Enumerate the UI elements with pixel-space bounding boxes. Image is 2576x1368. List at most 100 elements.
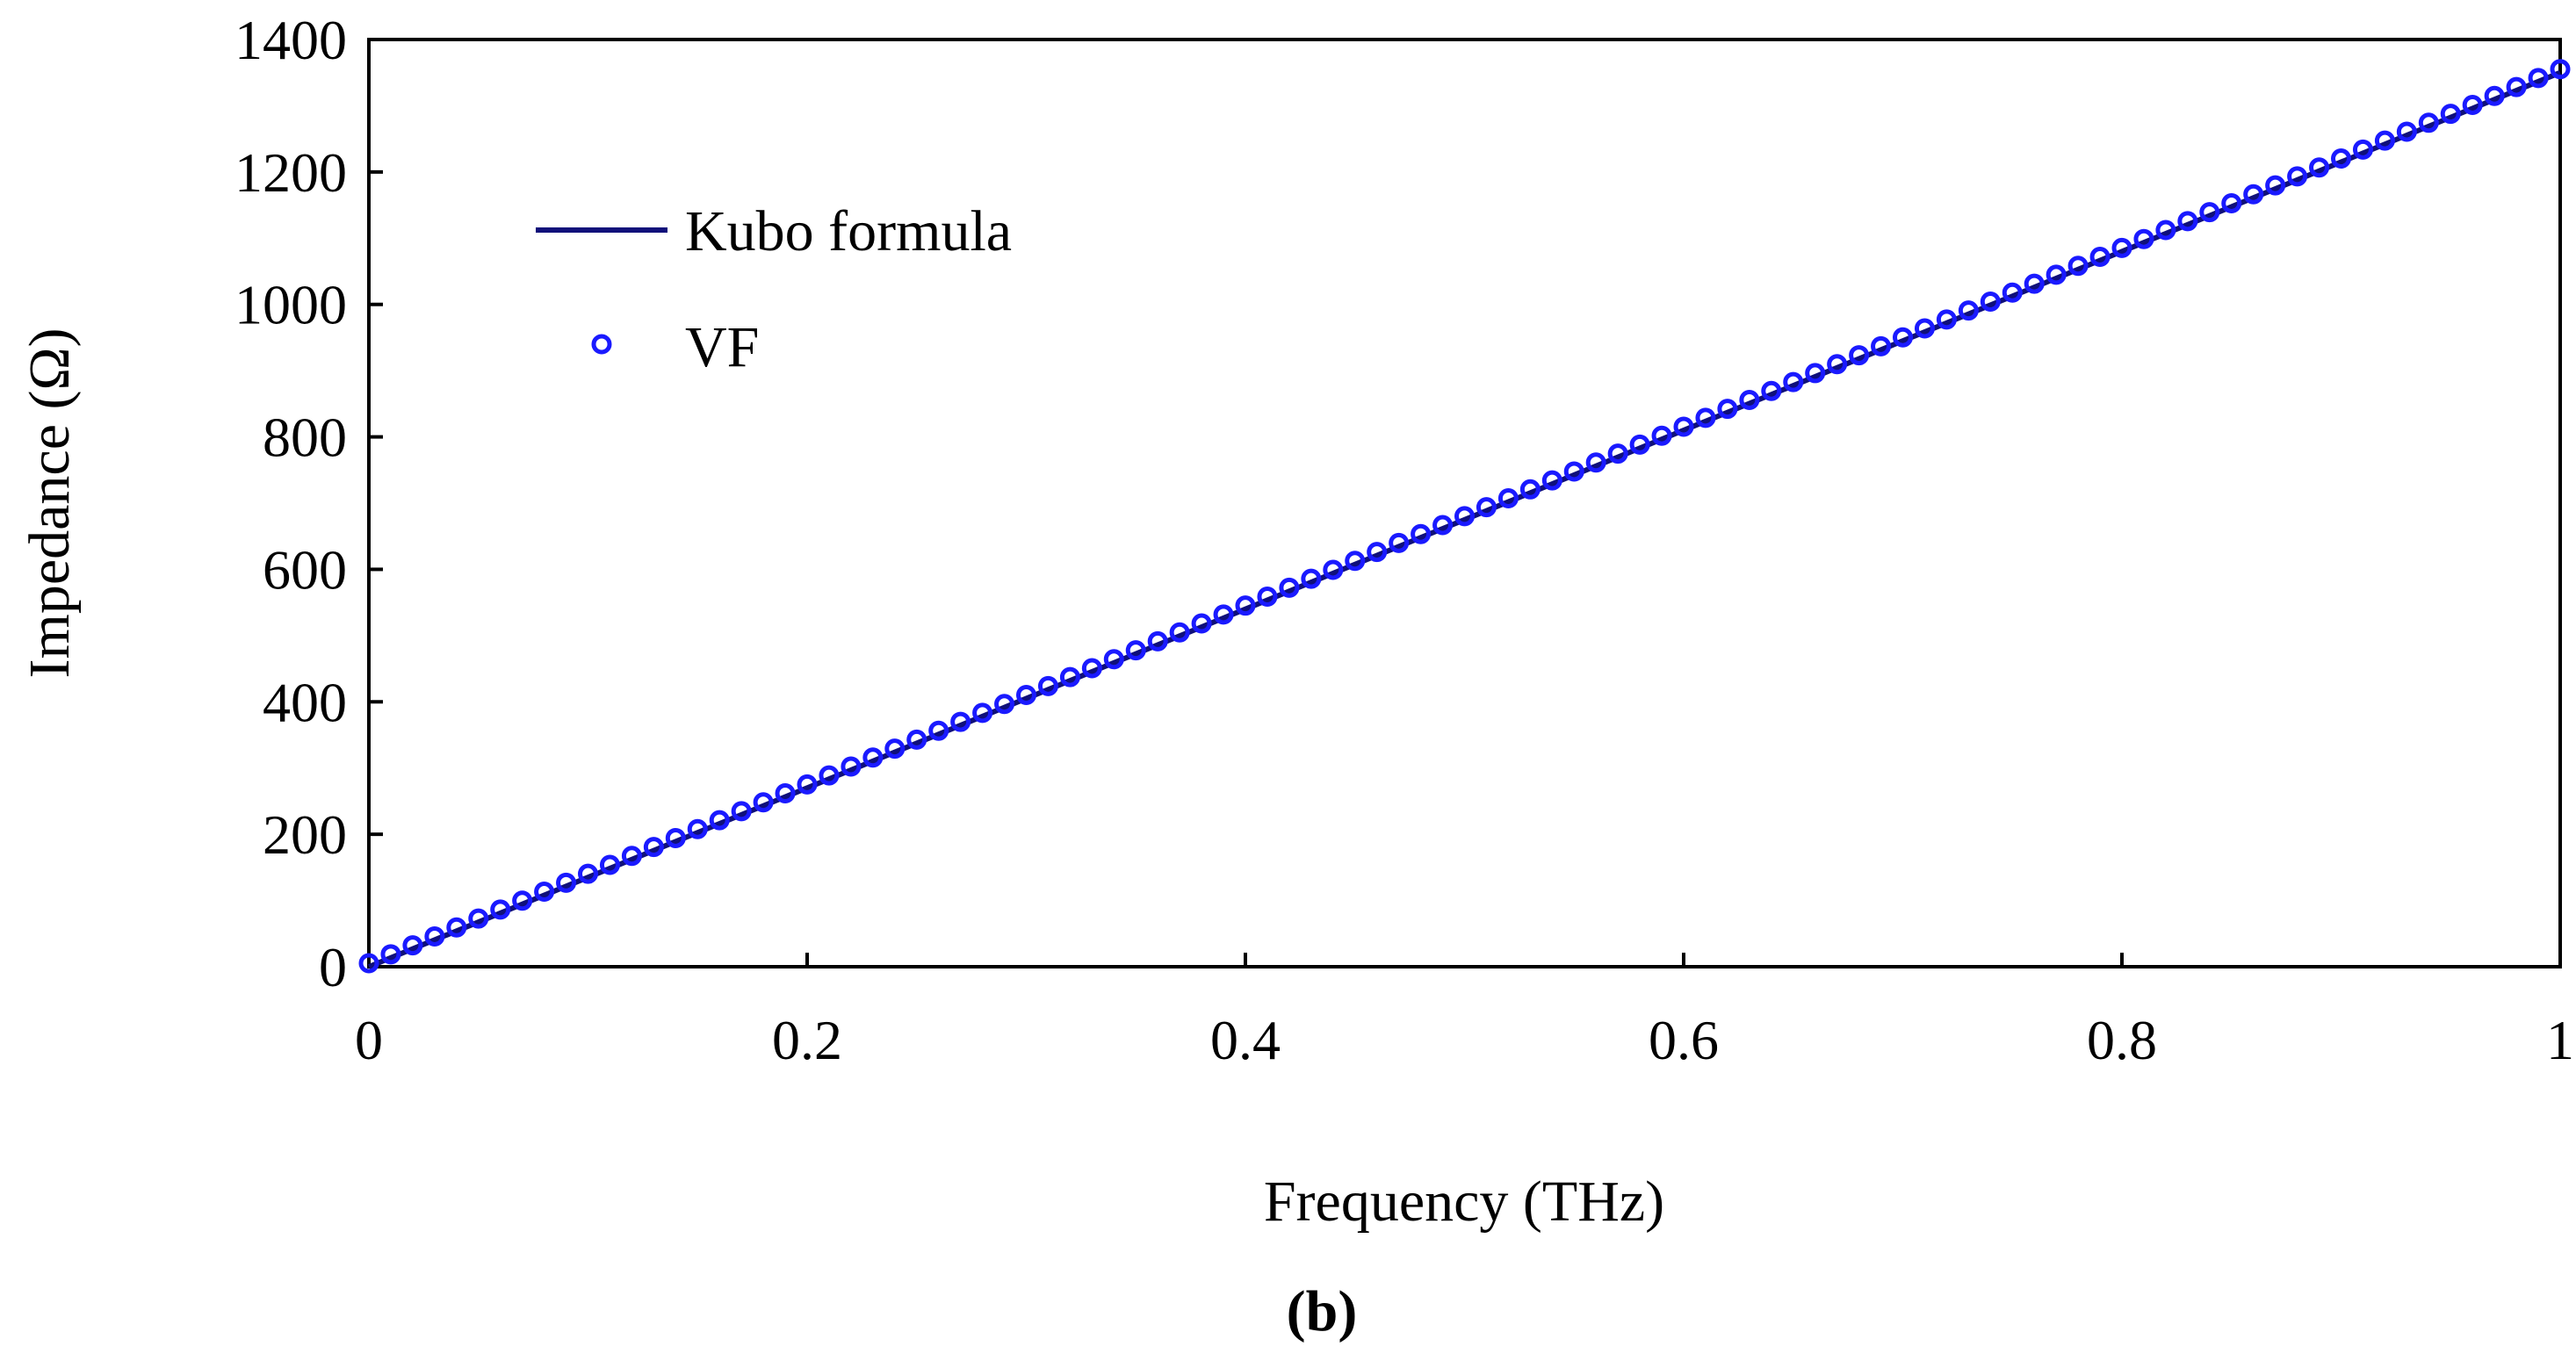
legend-label-kubo: Kubo formula (685, 199, 1012, 263)
vf-data-point (928, 720, 949, 741)
vf-data-point (2243, 184, 2264, 205)
x-tick-label: 0 (355, 1009, 383, 1071)
vf-data-point (1103, 649, 1124, 670)
vf-data-point (1125, 640, 1146, 661)
vf-data-point (1936, 309, 1957, 330)
vf-data-point (1367, 542, 1388, 563)
vf-data-point (775, 783, 796, 804)
y-axis-title: Impedance (Ω) (18, 328, 82, 679)
vf-data-point (1016, 685, 1036, 706)
vf-data-point (2550, 59, 2571, 80)
vf-data-point (1695, 407, 1716, 428)
vf-data-point (534, 882, 555, 903)
vf-data-point (2396, 121, 2417, 142)
vf-data-point (490, 899, 511, 920)
vf-data-point (1871, 335, 1892, 356)
vf-data-point (2484, 85, 2505, 106)
vf-data-point (753, 792, 774, 813)
vf-data-point (1389, 532, 1410, 553)
y-tick-label: 800 (263, 407, 347, 469)
vf-data-point (1147, 630, 1168, 652)
vf-data-point (402, 935, 423, 956)
vf-data-point (1235, 595, 1256, 616)
vf-data-point (972, 702, 993, 724)
vf-data-point (468, 908, 489, 929)
vf-data-point (556, 872, 577, 893)
vf-data-point (2221, 192, 2242, 213)
vf-data-point (841, 756, 862, 777)
vf-data-point (1279, 577, 1300, 598)
vf-data-point (2089, 247, 2111, 268)
vf-data-point (1651, 425, 1672, 446)
y-tick-label: 400 (263, 671, 347, 733)
vf-data-point (1761, 380, 1782, 401)
vf-data-point (1607, 443, 1628, 464)
vf-data-point (1673, 416, 1694, 437)
vf-data-point (884, 738, 906, 760)
vf-data-point (1345, 551, 1366, 572)
vf-data-point (1893, 327, 1913, 348)
vf-data-point (2265, 175, 2286, 196)
vf-data-point (797, 774, 818, 795)
vf-data-point (1476, 497, 1497, 518)
plot-frame (367, 38, 2562, 968)
vf-data-point (862, 747, 884, 768)
vf-data-point (2528, 68, 2549, 89)
vf-data-point (2199, 202, 2220, 223)
y-tick-label: 1200 (235, 141, 347, 204)
vf-data-point (2309, 157, 2330, 178)
legend: Kubo formula VF (536, 199, 1012, 379)
vf-data-point (1519, 479, 1541, 500)
vf-data-point (424, 925, 445, 947)
vf-data-point (2331, 148, 2351, 169)
vf-data-point (2177, 211, 2198, 232)
vf-data-point (2002, 282, 2023, 303)
vf-data-point (621, 846, 642, 867)
vf-data-point (2352, 139, 2373, 160)
vf-data-point (1411, 523, 1432, 544)
vf-data-point (1783, 371, 1804, 392)
vf-data-point (2440, 104, 2461, 125)
x-tick-label: 1 (2546, 1009, 2574, 1071)
x-tick-label: 0.6 (1649, 1009, 1719, 1071)
vf-data-point (1805, 363, 1826, 384)
y-tick-label: 1400 (235, 9, 347, 71)
vf-data-point (1169, 622, 1190, 643)
vf-data-point (665, 827, 686, 848)
vf-data-point (1958, 300, 1979, 321)
vf-data-point (1301, 568, 1322, 589)
vf-data-point (2024, 273, 2045, 294)
x-axis-title: Frequency (THz) (1264, 1170, 1664, 1234)
x-tick-label: 0.8 (2087, 1009, 2157, 1071)
vf-data-point (2506, 76, 2527, 97)
vf-data-point (1541, 470, 1562, 491)
vf-data-point (1739, 389, 1760, 410)
vf-data-point (1059, 666, 1080, 688)
vf-data-point (1980, 291, 2001, 312)
x-tick-label: 0.4 (1210, 1009, 1281, 1071)
vf-data-point (578, 863, 598, 884)
vf-data-point (1191, 613, 1212, 634)
vf-data-point (512, 890, 533, 911)
vf-data-point (1432, 515, 1454, 536)
vf-data-point (1827, 354, 1848, 375)
vf-data-point (2462, 94, 2483, 115)
vf-data-point (1081, 658, 1102, 679)
vf-data-point (906, 729, 927, 750)
x-tick-label: 0.2 (772, 1009, 842, 1071)
x-ticks: 0 0.2 0.4 0.6 0.8 1 (355, 953, 2574, 1071)
vf-data-point (1585, 452, 1606, 473)
vf-data-point (1257, 587, 1278, 608)
series-vf (358, 59, 2571, 974)
vf-data-point (1213, 604, 1234, 625)
vf-data-point (2155, 220, 2176, 241)
vf-data-point (446, 917, 467, 938)
vf-data-point (1497, 487, 1519, 508)
vf-data-point (709, 810, 730, 831)
vf-data-point (687, 818, 708, 839)
y-ticks: 0 200 400 600 800 1000 1200 1400 (235, 9, 383, 998)
vf-data-point (950, 711, 971, 732)
vf-data-point (2133, 228, 2154, 249)
